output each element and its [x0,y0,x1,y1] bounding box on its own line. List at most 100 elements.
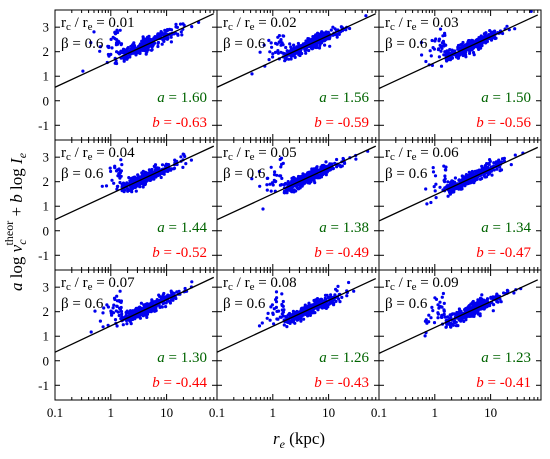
data-point [117,167,121,171]
data-point [163,31,167,35]
panel-beta-label: β = 0.6 [61,296,104,312]
data-point [129,322,133,326]
data-point [113,30,117,34]
data-point [490,173,494,177]
data-point [321,305,325,309]
data-point [257,324,262,328]
data-point [455,310,459,315]
data-point [498,297,502,301]
data-point [280,183,284,187]
data-point [471,305,475,309]
data-point [313,311,317,315]
data-point [276,49,280,53]
data-point [281,299,285,304]
data-point [513,153,517,157]
coef-a-label: a = 1.34 [481,220,531,236]
data-point [307,305,311,309]
data-point [102,306,106,310]
data-point [140,307,144,311]
data-point [464,175,468,180]
data-point [324,297,328,301]
data-point [502,156,506,160]
data-point [157,293,161,297]
data-point [135,49,139,54]
data-point [472,178,476,182]
data-point [296,50,300,54]
data-point [453,176,457,180]
data-point [301,313,305,317]
x-tick-label: 10 [160,405,173,420]
data-point [338,300,342,304]
ylabel-plus: + [7,203,26,221]
data-point [150,167,154,172]
data-point [312,177,316,181]
data-point [443,180,447,184]
data-point [126,189,130,193]
data-point [512,291,516,295]
data-point [303,173,307,177]
data-point [126,46,130,51]
data-point [304,51,308,55]
data-point [120,312,124,316]
data-point [462,319,466,323]
data-point [441,291,445,296]
data-point [302,317,306,321]
data-point [434,196,438,200]
y-axis-label: a log vctheor + b log Ie [2,152,29,291]
data-point [147,34,151,39]
data-point [92,30,96,34]
data-point [279,165,283,169]
data-point [117,313,121,318]
data-point [442,44,446,48]
data-point [335,289,339,293]
data-point [151,37,155,42]
data-point [135,314,139,318]
panel-ratio-label: rc / re = 0.03 [385,15,459,33]
data-point [437,47,441,51]
ylabel-b: b [7,194,26,203]
data-point [286,188,290,192]
data-point [174,22,178,26]
data-point [420,53,424,57]
data-point [289,319,293,323]
data-point [130,44,134,48]
data-point [478,312,482,316]
data-point [116,51,120,55]
data-point [439,64,444,68]
data-point [492,303,496,307]
data-point [437,39,441,43]
data-point [104,184,109,188]
data-point [423,334,427,338]
data-point [320,299,324,303]
data-point [470,169,474,174]
data-point [431,166,435,170]
data-point [274,305,278,309]
data-point [110,46,114,50]
data-point [293,178,297,182]
coef-b-label: b = -0.47 [476,245,531,261]
data-point [258,184,262,188]
data-point [448,51,452,55]
data-point [493,36,497,40]
data-point [112,296,117,300]
coef-a-label: a = 1.44 [157,220,207,236]
data-point [449,321,453,325]
data-point [275,173,279,177]
data-point [318,32,322,37]
data-point [448,192,452,196]
data-point [467,39,471,43]
ylabel-v: v [7,244,26,252]
data-point [335,33,339,37]
data-point [160,305,164,309]
data-point [476,301,480,305]
data-point [98,45,103,49]
data-point [138,305,142,309]
data-point [434,182,438,186]
data-point [440,295,444,299]
y-tick-label: -1 [38,118,49,133]
data-point [112,181,116,185]
data-point [267,38,271,43]
data-point [119,300,123,304]
data-point [323,293,328,297]
data-point [505,288,509,292]
